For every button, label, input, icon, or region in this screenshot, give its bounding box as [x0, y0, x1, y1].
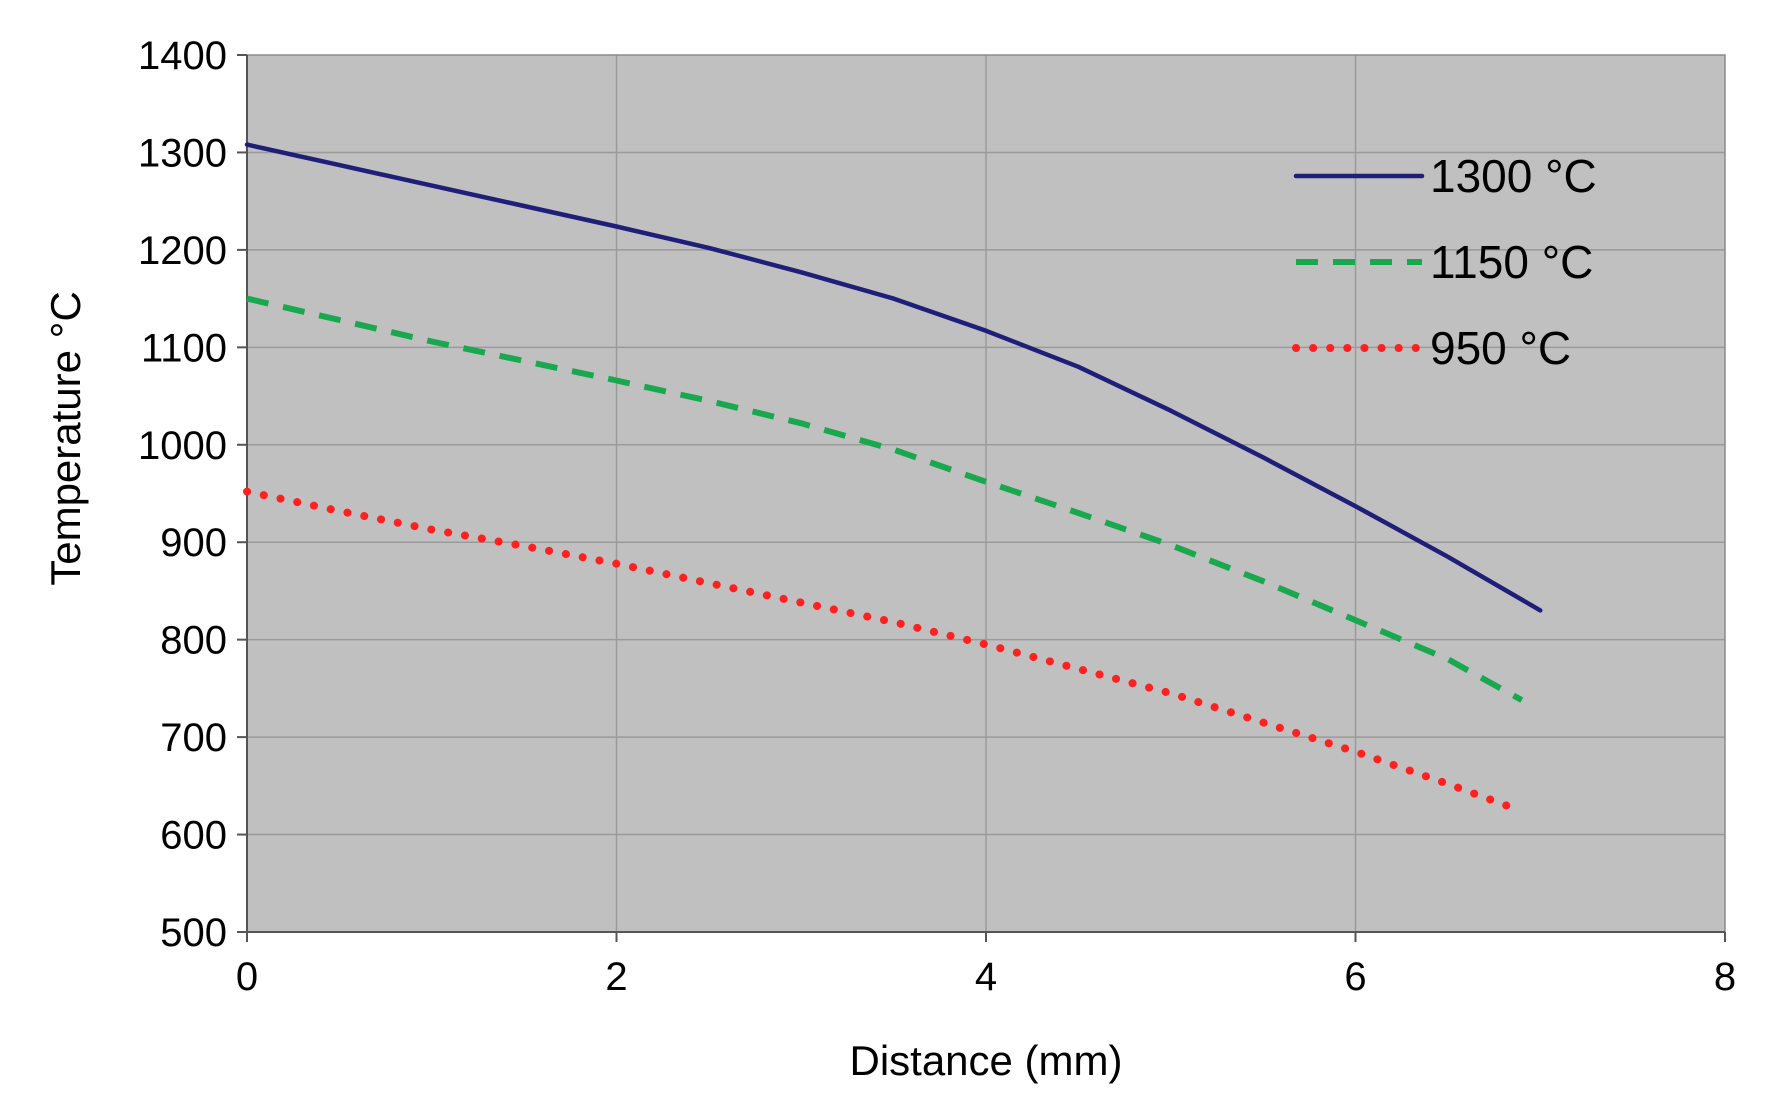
legend: 1300 °C 1150 °C 950 °C: [1292, 150, 1597, 374]
series-line-1: [244, 142, 1543, 613]
y-tick-label: 800: [160, 619, 227, 663]
y-tick-label: 1000: [138, 424, 227, 468]
y-tick-label: 500: [160, 911, 227, 955]
y-tick-label: 1200: [138, 229, 227, 273]
axes: 500 600 700 800 900 1000 1100 1200 1300 1400 0 2 4 6 8: [138, 34, 1736, 999]
legend-label-1: 1300 °C: [1430, 150, 1597, 202]
y-tick-label: 1400: [138, 34, 227, 78]
y-tick-label: 600: [160, 814, 227, 858]
grid-lines: [247, 55, 1725, 932]
y-tick-label: 900: [160, 521, 227, 565]
y-tick-label: 1100: [141, 326, 227, 370]
data-series: [243, 142, 1543, 816]
y-tick-label: 700: [160, 716, 227, 760]
x-tick-label: 4: [975, 955, 997, 999]
legend-label-2: 1150 °C: [1430, 236, 1593, 288]
x-axis-title: Distance (mm): [849, 1037, 1122, 1084]
x-tick-label: 0: [236, 955, 258, 999]
x-tick-label: 6: [1344, 955, 1366, 999]
y-tick-label: 1300: [138, 131, 227, 175]
x-tick-label: 8: [1714, 955, 1736, 999]
y-axis-title: Temperature °C: [42, 291, 89, 586]
series-line-2: [246, 295, 1524, 703]
x-tick-label: 2: [605, 955, 627, 999]
series-line-3: [243, 487, 1526, 816]
legend-label-3: 950 °C: [1430, 322, 1571, 374]
